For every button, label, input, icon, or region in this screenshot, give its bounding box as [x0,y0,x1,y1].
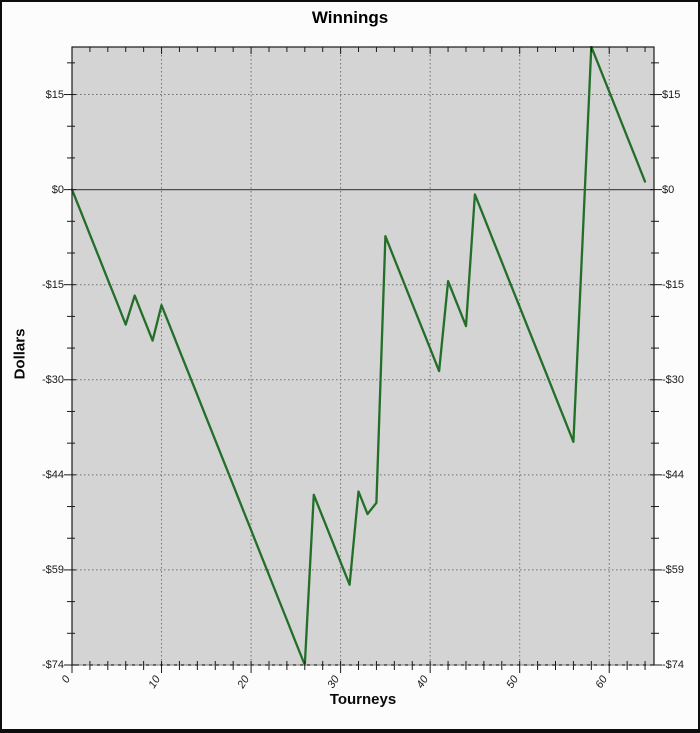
y-tick-label-left: -$59 [41,563,64,576]
y-tick-label-left: $15 [45,88,64,101]
y-tick-label-left: -$74 [41,659,64,671]
y-tick-label-left: -$15 [41,278,64,291]
chart-title: Winnings [311,8,389,27]
y-tick-label-right: -$59 [662,563,685,576]
y-tick-label-right: -$74 [662,659,685,671]
y-tick-label-left: -$30 [41,373,64,386]
axis-ticks [64,47,662,673]
plot-area [72,47,654,665]
y-tick-label-left: $0 [51,183,64,196]
y-tick-label-right: -$15 [662,278,685,291]
x-axis-title: Tourneys [329,691,397,708]
y-tick-label-right: -$44 [662,468,685,481]
gridlines [72,47,654,666]
y-tick-label-left: -$44 [41,468,64,481]
y-tick-label-right: $15 [662,88,681,101]
winnings-line [71,46,647,666]
y-tick-label-right: -$30 [662,373,685,386]
y-tick-label-right: $0 [662,183,675,196]
